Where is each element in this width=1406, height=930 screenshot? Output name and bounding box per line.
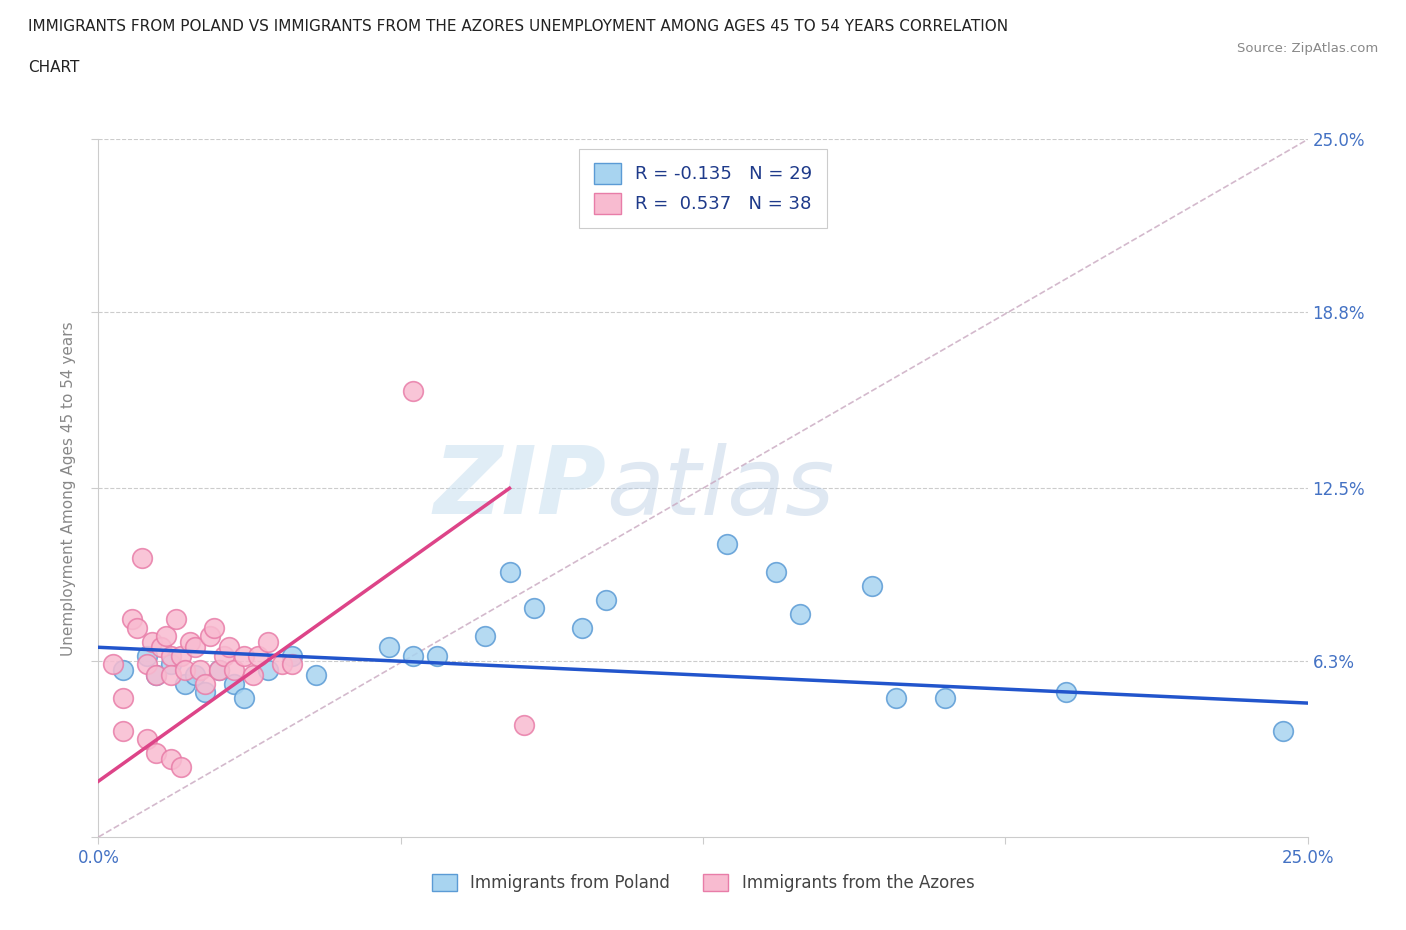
Point <box>150 640 173 655</box>
Point <box>498 565 520 579</box>
Point <box>160 751 183 766</box>
Point <box>305 668 328 683</box>
Point <box>256 634 278 649</box>
Point <box>111 662 134 677</box>
Point <box>160 657 183 671</box>
Point <box>789 606 811 621</box>
Legend: Immigrants from Poland, Immigrants from the Azores: Immigrants from Poland, Immigrants from … <box>425 867 981 898</box>
Point <box>1054 684 1077 699</box>
Point <box>208 662 231 677</box>
Point <box>212 648 235 663</box>
Point <box>426 648 449 663</box>
Point <box>135 648 157 663</box>
Point <box>232 690 254 705</box>
Point <box>242 668 264 683</box>
Point <box>135 732 157 747</box>
Point <box>188 662 211 677</box>
Point <box>247 648 270 663</box>
Point <box>523 601 546 616</box>
Point <box>595 592 617 607</box>
Point <box>222 676 245 691</box>
Point <box>765 565 787 579</box>
Point <box>169 760 191 775</box>
Point <box>208 662 231 677</box>
Point <box>860 578 883 593</box>
Point <box>165 612 187 627</box>
Point <box>402 383 425 398</box>
Point <box>184 668 207 683</box>
Point <box>204 620 226 635</box>
Point <box>256 662 278 677</box>
Point <box>886 690 908 705</box>
Point <box>232 648 254 663</box>
Point <box>131 551 153 565</box>
Point <box>377 640 399 655</box>
Text: Source: ZipAtlas.com: Source: ZipAtlas.com <box>1237 42 1378 55</box>
Point <box>934 690 956 705</box>
Point <box>198 629 221 644</box>
Text: CHART: CHART <box>28 60 80 75</box>
Text: atlas: atlas <box>606 443 835 534</box>
Point <box>121 612 143 627</box>
Point <box>111 690 134 705</box>
Point <box>179 634 201 649</box>
Point <box>222 662 245 677</box>
Point <box>145 746 167 761</box>
Point <box>145 668 167 683</box>
Point <box>281 648 304 663</box>
Text: IMMIGRANTS FROM POLAND VS IMMIGRANTS FROM THE AZORES UNEMPLOYMENT AMONG AGES 45 : IMMIGRANTS FROM POLAND VS IMMIGRANTS FRO… <box>28 19 1008 33</box>
Point <box>169 648 191 663</box>
Point <box>160 648 183 663</box>
Point <box>194 684 217 699</box>
Point <box>160 668 183 683</box>
Point <box>571 620 593 635</box>
Point <box>174 676 197 691</box>
Y-axis label: Unemployment Among Ages 45 to 54 years: Unemployment Among Ages 45 to 54 years <box>60 321 76 656</box>
Point <box>194 676 217 691</box>
Point <box>155 629 177 644</box>
Point <box>141 634 163 649</box>
Point <box>127 620 149 635</box>
Text: ZIP: ZIP <box>433 443 606 534</box>
Point <box>145 668 167 683</box>
Point <box>184 640 207 655</box>
Point <box>281 657 304 671</box>
Point <box>218 640 240 655</box>
Point <box>135 657 157 671</box>
Point <box>1272 724 1295 738</box>
Point <box>101 657 124 671</box>
Point <box>111 724 134 738</box>
Point <box>402 648 425 663</box>
Point <box>513 718 536 733</box>
Point <box>716 537 738 551</box>
Point <box>271 657 294 671</box>
Point <box>174 662 197 677</box>
Point <box>474 629 496 644</box>
